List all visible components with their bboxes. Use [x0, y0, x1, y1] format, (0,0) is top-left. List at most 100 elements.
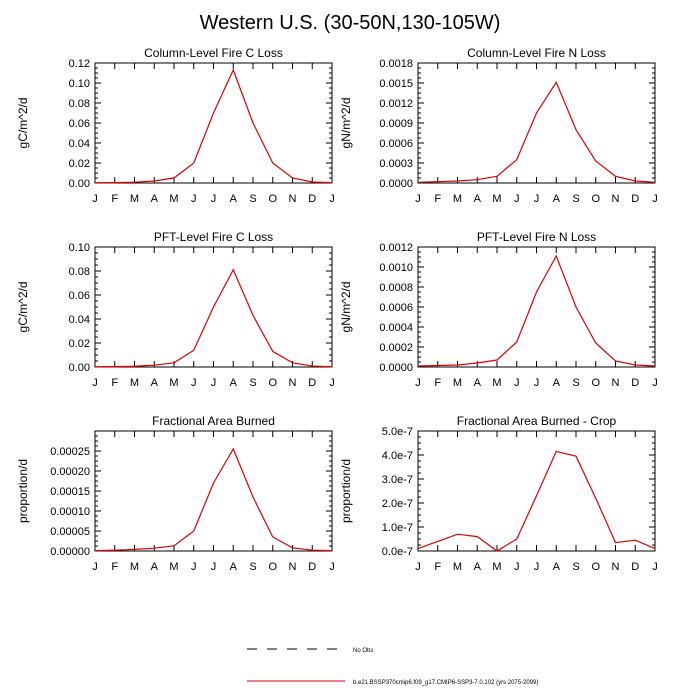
x-tick-label: J	[191, 193, 197, 205]
x-tick-label: N	[289, 193, 297, 205]
y-tick-label: 0.0004	[379, 322, 413, 334]
x-tick-label: J	[534, 193, 540, 205]
x-tick-label: A	[151, 193, 159, 205]
x-tick-label: A	[553, 561, 561, 573]
x-tick-label: A	[151, 561, 159, 573]
panel-title: Fractional Area Burned - Crop	[457, 414, 617, 428]
x-tick-label: N	[289, 561, 297, 573]
panel-title: Fractional Area Burned	[152, 414, 275, 428]
series-line	[94, 447, 333, 552]
series-line	[417, 81, 656, 183]
panel-title: PFT-Level Fire N Loss	[477, 230, 596, 244]
x-tick-label: J	[329, 561, 335, 573]
y-axis-label: proportion/d	[16, 459, 30, 523]
x-tick-label: J	[211, 193, 217, 205]
x-tick-label: O	[591, 561, 600, 573]
x-tick-label: A	[474, 561, 482, 573]
x-tick-label: M	[453, 193, 462, 205]
x-tick-label: A	[230, 193, 238, 205]
y-tick-label: 0.12	[69, 58, 90, 70]
x-tick-label: J	[191, 561, 197, 573]
y-tick-label: 0.0008	[379, 282, 413, 294]
x-tick-label: J	[514, 561, 520, 573]
panel-title: Column-Level Fire C Loss	[144, 46, 283, 60]
y-tick-label: 0.04	[69, 138, 90, 150]
x-tick-label: D	[631, 193, 639, 205]
y-tick-label: 0.10	[69, 242, 90, 254]
y-tick-label: 0.0e-7	[382, 546, 413, 558]
y-tick-label: 0.00005	[50, 526, 90, 538]
y-tick-label: 0.08	[69, 98, 90, 110]
x-tick-label: M	[453, 377, 462, 389]
y-tick-label: 0.0018	[379, 58, 413, 70]
page-title: Western U.S. (30-50N,130-105W)	[199, 12, 501, 34]
x-tick-label: J	[92, 377, 98, 389]
y-tick-label: 0.02	[69, 338, 90, 350]
y-tick-label: 0.08	[69, 266, 90, 278]
x-tick-label: M	[492, 377, 501, 389]
plot-frame	[94, 62, 333, 184]
y-tick-label: 0.0000	[379, 178, 413, 190]
x-tick-label: A	[151, 377, 159, 389]
y-tick-label: 0.06	[69, 290, 90, 302]
x-tick-label: A	[230, 377, 238, 389]
chart-panel: PFT-Level Fire N Loss gN/m^2/d 0.0000 0.000…	[339, 230, 658, 389]
y-tick-label: 3.0e-7	[382, 474, 413, 486]
y-tick-label: 0.00015	[50, 486, 90, 498]
plot-frame	[94, 430, 333, 552]
chart-panel: PFT-Level Fire C Loss gC/m^2/d 0.00 0.02 0.0…	[16, 230, 335, 389]
y-tick-label: 0.06	[69, 118, 90, 130]
x-tick-label: M	[169, 377, 178, 389]
y-tick-label: 0.0006	[379, 302, 413, 314]
x-tick-label: S	[572, 561, 579, 573]
y-tick-label: 0.00020	[50, 466, 90, 478]
x-tick-label: M	[130, 377, 139, 389]
x-tick-label: M	[492, 193, 501, 205]
y-tick-label: 0.0000	[379, 362, 413, 374]
x-tick-label: J	[415, 377, 421, 389]
y-tick-label: 0.00025	[50, 446, 90, 458]
y-tick-label: 0.0010	[379, 262, 413, 274]
x-tick-label: F	[111, 193, 118, 205]
x-tick-label: N	[612, 377, 620, 389]
x-tick-label: J	[514, 193, 520, 205]
x-tick-label: A	[474, 377, 482, 389]
series-line	[417, 450, 656, 552]
y-tick-label: 2.0e-7	[382, 498, 413, 510]
x-tick-label: N	[289, 377, 297, 389]
x-tick-label: S	[572, 377, 579, 389]
x-tick-label: J	[534, 561, 540, 573]
x-tick-label: J	[534, 377, 540, 389]
x-tick-label: J	[211, 561, 217, 573]
x-tick-label: M	[169, 561, 178, 573]
y-tick-label: 0.04	[69, 314, 90, 326]
x-tick-label: A	[230, 561, 238, 573]
chart-panel: Fractional Area Burned - Crop proportion/…	[339, 414, 658, 573]
x-tick-label: J	[92, 561, 98, 573]
y-axis-label: proportion/d	[339, 459, 353, 523]
y-tick-label: 0.00000	[50, 546, 90, 558]
x-tick-label: D	[308, 377, 316, 389]
x-tick-label: F	[434, 561, 441, 573]
chart-panel: Column-Level Fire N Loss gN/m^2/d 0.0000 0.…	[339, 46, 658, 205]
x-tick-label: M	[492, 561, 501, 573]
plot-frame	[417, 430, 656, 552]
x-tick-label: S	[249, 193, 256, 205]
y-tick-label: 0.0002	[379, 342, 413, 354]
x-tick-label: F	[111, 377, 118, 389]
y-axis-label: gN/m^2/d	[339, 98, 353, 149]
x-tick-label: J	[329, 377, 335, 389]
x-tick-label: O	[591, 193, 600, 205]
series-line	[94, 268, 333, 368]
x-tick-label: M	[130, 561, 139, 573]
x-tick-label: F	[434, 193, 441, 205]
y-tick-label: 0.0015	[379, 78, 413, 90]
x-tick-label: O	[268, 561, 277, 573]
series-line	[417, 254, 656, 367]
x-tick-label: M	[130, 193, 139, 205]
x-tick-label: O	[268, 377, 277, 389]
x-tick-label: N	[612, 193, 620, 205]
x-tick-label: S	[249, 377, 256, 389]
chart-panel: Fractional Area Burned proportion/d 0.0000…	[16, 414, 335, 573]
x-tick-label: J	[652, 377, 658, 389]
